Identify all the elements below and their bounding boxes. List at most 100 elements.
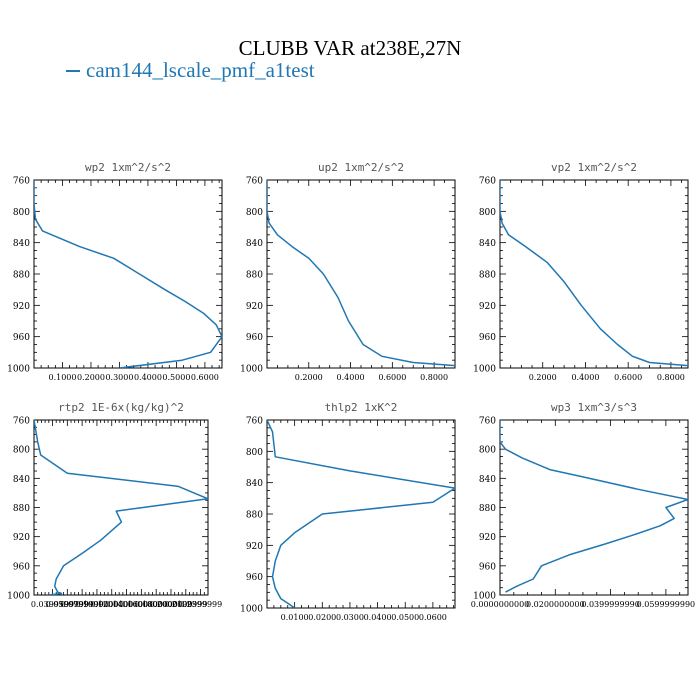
y-tick-label: 960 (246, 333, 263, 343)
panel-title: wp2 1xm^2/s^2 (85, 161, 171, 174)
y-tick-label: 760 (479, 417, 496, 427)
x-tick-label: 0.0400 (364, 613, 392, 622)
y-tick-label: 880 (246, 511, 263, 521)
x-tick-label: 0.1200000 (90, 600, 133, 609)
y-tick-label: 920 (13, 302, 30, 312)
x-tick-label: 0.0300 (336, 613, 364, 622)
y-tick-label: 840 (479, 475, 496, 485)
panel-4: rtp2 1E-6x(kg/kg)^2 760 800 840 880 920 960 100… (7, 401, 222, 609)
y-tick-label: 880 (479, 504, 496, 514)
y-tick-label: 840 (13, 239, 30, 249)
y-tick-label: 800 (246, 208, 263, 218)
y-tick-label: 760 (246, 417, 263, 427)
panel-title: rtp2 1E-6x(kg/kg)^2 (58, 401, 184, 414)
y-tick-label: 1000 (7, 365, 30, 375)
plot-frame (33, 419, 209, 596)
panel-title: vp2 1xm^2/s^2 (551, 161, 637, 174)
y-tick-label: 840 (246, 479, 263, 489)
y-tick-label: 920 (479, 302, 496, 312)
y-tick-label: 800 (479, 446, 496, 456)
y-tick-label: 1000 (473, 592, 496, 602)
x-tick-label: 0.6000 (191, 373, 219, 382)
panel-2: up2 1xm^2/s^2 760 800 840 880 920 960 1000 0.200… (240, 161, 456, 382)
y-tick-label: 880 (479, 271, 496, 281)
y-tick-label: 1000 (473, 365, 496, 375)
x-tick-label: 0.0200000000 (526, 600, 585, 609)
series-line (500, 420, 688, 593)
legend: cam144_lscale_pmf_a1test (66, 58, 315, 83)
panel-6: wp3 1xm^3/s^3 760 800 840 880 920 960 10000.000… (471, 401, 695, 609)
y-tick-label: 920 (13, 533, 30, 543)
x-tick-label: 0.0599999990 (637, 600, 696, 609)
x-tick-label: 0.0200 (308, 613, 336, 622)
x-tick-label: 0.2000 (295, 373, 323, 382)
x-tick-label: 0.1600000 (120, 600, 163, 609)
panel-title: up2 1xm^2/s^2 (318, 161, 404, 174)
x-tick-label: 0.6000 (614, 373, 642, 382)
y-tick-label: 920 (246, 542, 263, 552)
y-tick-label: 1000 (240, 365, 263, 375)
series-line (34, 180, 222, 368)
x-tick-label: 0.1000000 (75, 600, 118, 609)
plot-frame (33, 179, 223, 369)
y-tick-label: 760 (479, 177, 496, 187)
x-tick-label: 0.0399999990 (581, 600, 640, 609)
y-tick-label: 1000 (7, 592, 30, 602)
x-tick-label: 0.2000000 (149, 600, 192, 609)
x-tick-label: 0.3000 (105, 373, 133, 382)
series-line (500, 180, 688, 367)
y-tick-label: 1000 (240, 605, 263, 615)
x-tick-label: 0.6000 (378, 373, 406, 382)
y-tick-label: 960 (13, 333, 30, 343)
x-tick-label: 0.1000 (48, 373, 76, 382)
x-tick-label: 0.0000000000 (471, 600, 530, 609)
y-tick-label: 800 (13, 446, 30, 456)
figure-title: CLUBB VAR at238E,27N (238, 36, 462, 60)
y-tick-label: 840 (13, 475, 30, 485)
x-tick-label: 0.1800000 (135, 600, 178, 609)
x-tick-label: 0.2000 (77, 373, 105, 382)
x-tick-label: 0.0399999 (31, 600, 74, 609)
plot-frame (266, 419, 456, 609)
series-line (267, 420, 455, 608)
y-tick-label: 960 (246, 573, 263, 583)
y-tick-label: 760 (13, 177, 30, 187)
x-tick-label: 0.4000 (337, 373, 365, 382)
x-tick-label: 0.4000 (134, 373, 162, 382)
panel-1: wp2 1xm^2/s^2 760 800 840 880 920 960 1000 0.100… (7, 161, 223, 382)
y-tick-label: 960 (479, 333, 496, 343)
y-tick-label: 880 (13, 504, 30, 514)
x-tick-label: 0.0600 (419, 613, 447, 622)
legend-series-label: cam144_lscale_pmf_a1test (86, 58, 315, 82)
x-tick-label: 0.4000 (571, 373, 599, 382)
x-tick-label: 0.0500 (391, 613, 419, 622)
x-tick-label: 0.0100 (281, 613, 309, 622)
y-tick-label: 760 (246, 177, 263, 187)
y-tick-label: 880 (13, 271, 30, 281)
x-tick-label: 0.8000 (657, 373, 685, 382)
y-tick-label: 800 (246, 448, 263, 458)
y-tick-label: 840 (479, 239, 496, 249)
y-tick-label: 960 (479, 562, 496, 572)
y-tick-label: 840 (246, 239, 263, 249)
panel-3: vp2 1xm^2/s^2 760 800 840 880 920 960 1000 0.200… (473, 161, 689, 382)
x-tick-label: 0.1400000 (105, 600, 148, 609)
y-tick-label: 800 (479, 208, 496, 218)
panel-title: wp3 1xm^3/s^3 (551, 401, 637, 414)
x-tick-label: 0.5000 (162, 373, 190, 382)
x-tick-label: 0.8000 (420, 373, 448, 382)
x-tick-label: 0.0599999 (46, 600, 89, 609)
plot-frame (499, 419, 689, 596)
y-tick-label: 800 (13, 208, 30, 218)
series-line (267, 180, 455, 367)
x-tick-label: 0.0799999 (60, 600, 103, 609)
y-tick-label: 920 (479, 533, 496, 543)
y-tick-label: 880 (246, 271, 263, 281)
y-tick-label: 760 (13, 417, 30, 427)
x-tick-label: 0.2000 (529, 373, 557, 382)
y-tick-label: 920 (246, 302, 263, 312)
plot-frame (499, 179, 689, 369)
x-tick-label: 0.2399999 (179, 600, 222, 609)
